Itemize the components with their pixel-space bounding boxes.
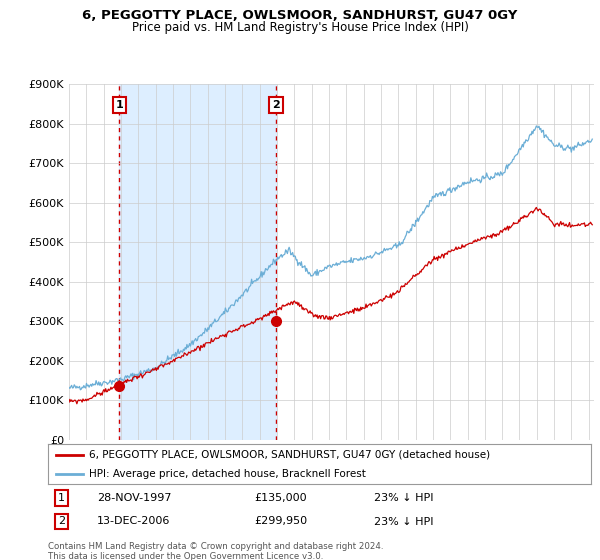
Text: 28-NOV-1997: 28-NOV-1997 [97,493,172,503]
Text: HPI: Average price, detached house, Bracknell Forest: HPI: Average price, detached house, Brac… [89,469,365,479]
Text: 13-DEC-2006: 13-DEC-2006 [97,516,170,526]
Text: 23% ↓ HPI: 23% ↓ HPI [374,516,433,526]
Text: 1: 1 [116,100,123,110]
Text: 2: 2 [58,516,65,526]
Text: Contains HM Land Registry data © Crown copyright and database right 2024.
This d: Contains HM Land Registry data © Crown c… [48,542,383,560]
Text: 2: 2 [272,100,280,110]
Text: 6, PEGGOTTY PLACE, OWLSMOOR, SANDHURST, GU47 0GY (detached house): 6, PEGGOTTY PLACE, OWLSMOOR, SANDHURST, … [89,450,490,460]
Bar [119,84,276,440]
Text: 6, PEGGOTTY PLACE, OWLSMOOR, SANDHURST, GU47 0GY: 6, PEGGOTTY PLACE, OWLSMOOR, SANDHURST, … [82,9,518,22]
Text: Price paid vs. HM Land Registry's House Price Index (HPI): Price paid vs. HM Land Registry's House … [131,21,469,34]
Text: £135,000: £135,000 [254,493,307,503]
Text: 1: 1 [58,493,65,503]
Text: 23% ↓ HPI: 23% ↓ HPI [374,493,433,503]
Text: £299,950: £299,950 [254,516,307,526]
